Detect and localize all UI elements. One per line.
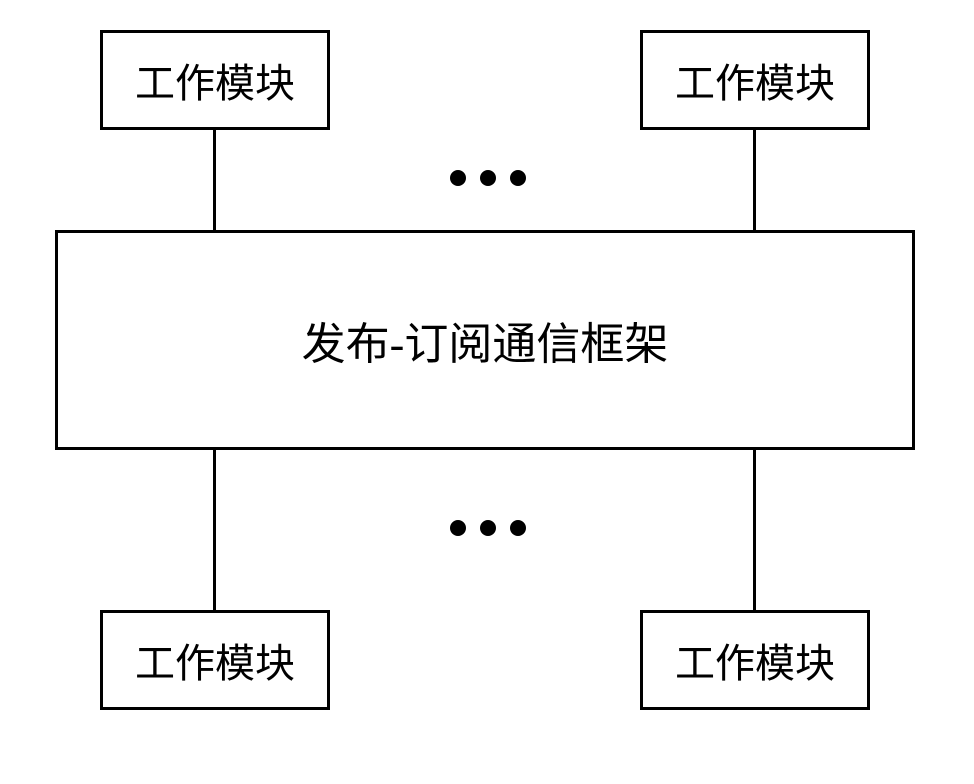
node-top-right: 工作模块: [640, 30, 870, 130]
edge-top-left: [213, 130, 216, 230]
dot-icon: [450, 520, 466, 536]
dot-icon: [480, 520, 496, 536]
node-bottom-left: 工作模块: [100, 610, 330, 710]
node-bottom-right-label: 工作模块: [675, 631, 835, 689]
edge-bottom-right: [753, 450, 756, 610]
node-bottom-right: 工作模块: [640, 610, 870, 710]
ellipsis-top: [450, 170, 526, 186]
edge-bottom-left: [213, 450, 216, 610]
dot-icon: [450, 170, 466, 186]
node-bottom-left-label: 工作模块: [135, 631, 295, 689]
dot-icon: [480, 170, 496, 186]
edge-top-right: [753, 130, 756, 230]
node-center-label: 发布-订阅通信框架: [302, 308, 669, 372]
dot-icon: [510, 170, 526, 186]
ellipsis-bottom: [450, 520, 526, 536]
node-top-left-label: 工作模块: [135, 51, 295, 109]
node-top-right-label: 工作模块: [675, 51, 835, 109]
dot-icon: [510, 520, 526, 536]
node-center: 发布-订阅通信框架: [55, 230, 915, 450]
node-top-left: 工作模块: [100, 30, 330, 130]
